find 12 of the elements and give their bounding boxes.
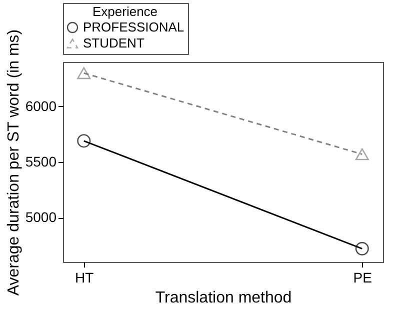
legend-label: PROFESSIONAL [83,20,184,34]
y-tick-label: 5500 [25,154,57,170]
x-tick-label: PE [353,270,372,286]
y-tick-label: 5000 [25,209,57,226]
legend-label: STUDENT [83,36,144,50]
x-axis-title: Translation method [155,290,292,306]
y-tick-label: 6000 [25,98,57,114]
point [355,242,369,256]
legend-title: Experience [92,4,158,19]
x-tick-label: HT [75,270,94,286]
point [77,134,91,148]
y-axis-title: Average duration per ST word (in ms) [5,29,22,296]
